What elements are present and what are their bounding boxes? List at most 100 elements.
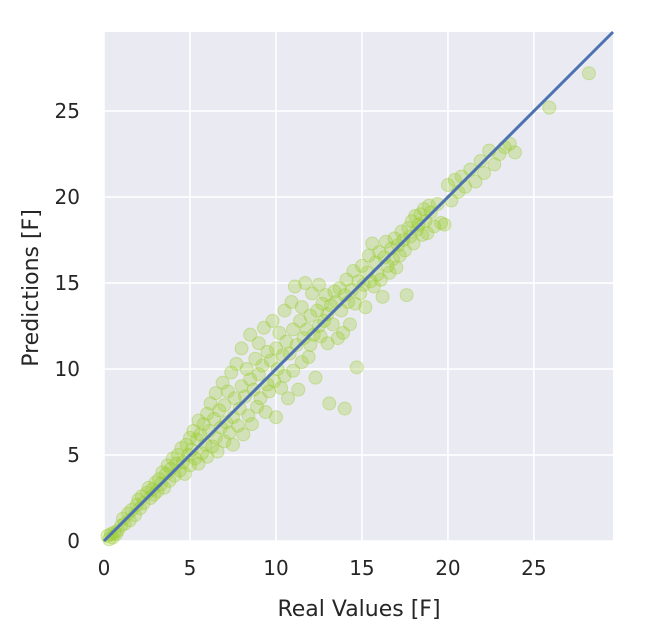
scatter-point [227, 391, 242, 406]
scatter-point [416, 202, 431, 217]
x-tick-label: 20 [435, 556, 460, 580]
scatter-point [229, 356, 244, 371]
scatter-point [150, 484, 165, 499]
scatter-point [117, 516, 132, 531]
scatter-point [440, 178, 455, 193]
scatter-point [133, 501, 148, 516]
scatter-point [238, 389, 253, 404]
scatter-point [243, 372, 258, 387]
scatter-point [420, 226, 435, 241]
scatter-point [195, 446, 210, 461]
scatter-point [234, 379, 249, 394]
y-tick-label: 5 [67, 443, 80, 467]
scatter-point [301, 350, 316, 365]
scatter-point [397, 243, 412, 258]
scatter-point [267, 374, 282, 389]
scatter-point [373, 272, 388, 287]
scatter-point [263, 353, 278, 368]
x-tick-label: 10 [263, 556, 288, 580]
scatter-point [177, 466, 192, 481]
scatter-point [361, 248, 376, 263]
scatter-point [473, 153, 488, 168]
scatter-point [200, 406, 215, 421]
scatter-point [253, 391, 268, 406]
scatter-point [200, 449, 215, 464]
scatter-point [344, 282, 359, 297]
scatter-point [447, 172, 462, 187]
scatter-point [145, 482, 160, 497]
scatter-point [174, 441, 189, 456]
scatter-point [294, 355, 309, 370]
scatter-point [286, 322, 301, 337]
scatter-point [394, 224, 409, 239]
scatter-point [542, 100, 557, 115]
scatter-point [196, 417, 211, 432]
x-tick-labels: 0 5 10 15 20 25 [98, 556, 547, 580]
scatter-point [379, 234, 394, 249]
scatter-point [406, 236, 421, 251]
scatter-point [313, 329, 328, 344]
scatter-point [337, 401, 352, 416]
scatter-point [377, 250, 392, 265]
scatter-point [279, 334, 294, 349]
scatter-point [268, 341, 283, 356]
scatter-point [170, 448, 185, 463]
scatter-point [110, 523, 125, 538]
scatter-point [243, 327, 258, 342]
scatter-point [220, 384, 235, 399]
scatter-point [387, 231, 402, 246]
scatter-point [306, 327, 321, 342]
scatter-point [507, 145, 522, 160]
scatter-point [422, 198, 437, 213]
scatter-point [236, 427, 251, 442]
scatter-point [289, 337, 304, 352]
scatter-point [408, 208, 423, 223]
scatter-point [234, 341, 249, 356]
scatter-point [260, 344, 275, 359]
scatter-point [303, 308, 318, 323]
scatter-point [354, 258, 369, 273]
scatter-point [208, 386, 223, 401]
scatter-point [217, 434, 232, 449]
scatter-point [349, 360, 364, 375]
scatter-point [327, 284, 342, 299]
scatter-point [179, 437, 194, 452]
scatter-point [320, 336, 335, 351]
scatter-point [348, 296, 363, 311]
scatter-point [124, 503, 139, 518]
scatter-point [210, 444, 225, 459]
scatter-point [244, 417, 259, 432]
x-tick-label: 0 [98, 556, 111, 580]
scatter-point [212, 403, 227, 418]
scatter-point [277, 303, 292, 318]
scatter-point [434, 215, 449, 230]
scatter-point [293, 313, 308, 328]
scatter-point [332, 281, 347, 296]
scatter-point [251, 367, 266, 382]
scatter-point [203, 396, 218, 411]
scatter-point [184, 442, 199, 457]
scatter-point [155, 465, 170, 480]
scatter-point [365, 236, 380, 251]
scatter-point [268, 410, 283, 425]
x-tick-label: 15 [349, 556, 374, 580]
scatter-point [287, 279, 302, 294]
scatter-point [339, 272, 354, 287]
x-tick-label: 5 [184, 556, 197, 580]
scatter-point [413, 207, 428, 222]
scatter-point [115, 511, 130, 526]
scatter-point [581, 66, 596, 81]
scatter-point [427, 219, 442, 234]
scatter-point [392, 248, 407, 263]
scatter-point [356, 277, 371, 292]
scatter-point [389, 260, 404, 275]
scatter-point [191, 456, 206, 471]
scatter-point [224, 365, 239, 380]
scatter-point [487, 157, 502, 172]
scatter-point [258, 405, 273, 420]
scatter-point [193, 427, 208, 442]
scatter-point [468, 174, 483, 189]
y-tick-labels: 0 5 10 15 20 25 [55, 99, 80, 553]
scatter-point [262, 384, 277, 399]
